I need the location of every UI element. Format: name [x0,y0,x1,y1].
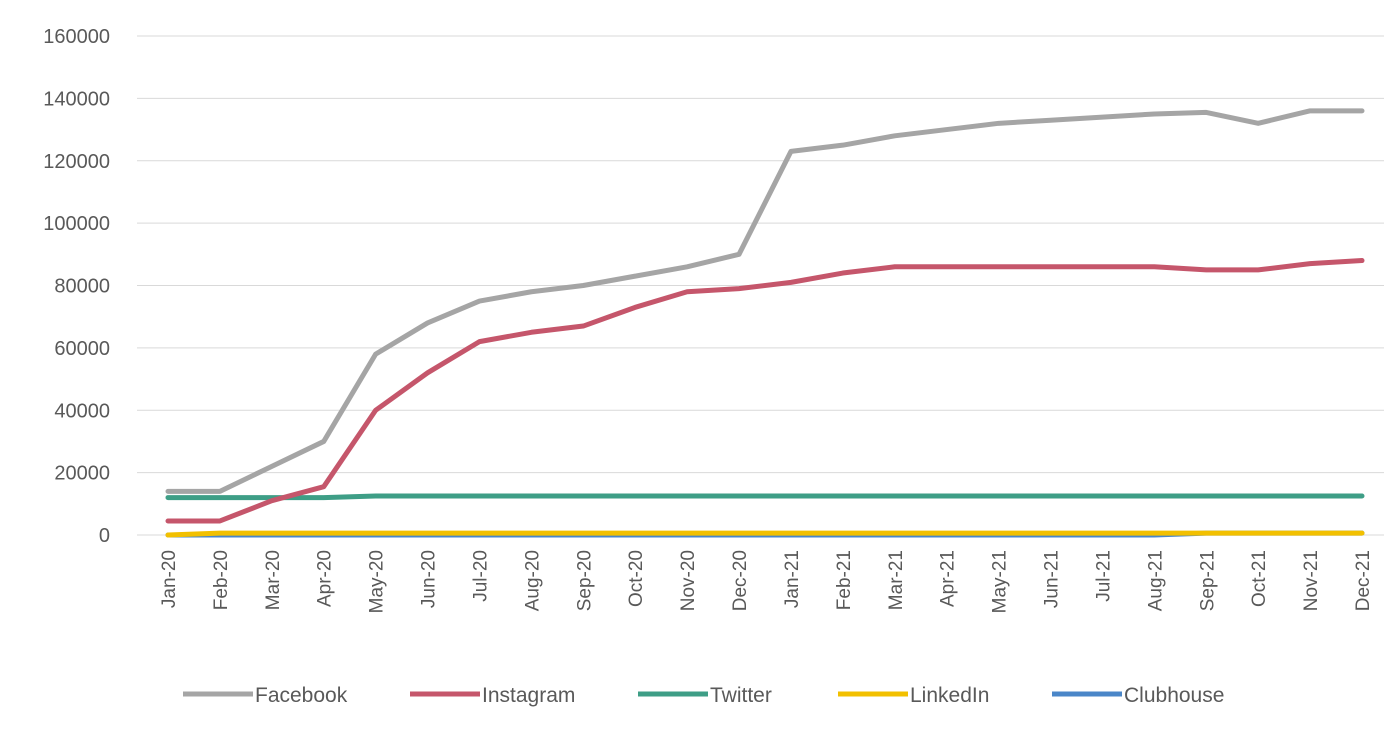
legend-label: Twitter [710,684,772,707]
x-tick-label: May-20 [367,550,388,613]
x-tick-label: Jul-20 [470,550,491,602]
legend-label: Facebook [255,684,348,707]
x-tick-label: Dec-21 [1353,550,1374,611]
legend-item-twitter: Twitter [638,684,772,707]
x-tick-label: Nov-21 [1301,550,1322,611]
x-tick-label: Nov-20 [678,550,699,611]
x-tick-label: Oct-21 [1249,550,1270,607]
legend-label: Instagram [482,684,575,707]
x-tick-label: Jun-20 [419,550,440,608]
legend-item-clubhouse: Clubhouse [1052,684,1224,707]
x-tick-label: Oct-20 [626,550,647,607]
series-line-instagram [165,258,1365,524]
x-tick-label: Jan-20 [159,550,180,608]
x-tick-label: Jan-21 [782,550,803,608]
y-tick-label: 120000 [43,151,110,173]
x-tick-label: Feb-21 [834,550,855,610]
x-tick-label: Aug-20 [522,550,543,611]
gridlines [137,35,1384,474]
x-tick-label: Dec-20 [730,550,751,611]
y-tick-label: 40000 [54,400,110,422]
y-tick-label: 20000 [54,463,110,485]
x-tick-label: Jul-21 [1093,550,1114,602]
legend-label: LinkedIn [910,684,989,707]
y-tick-label: 80000 [54,276,110,298]
y-tick-label: 140000 [43,88,110,110]
y-tick-label: 60000 [54,338,110,360]
x-axis-tick-labels: Jan-20 Feb-20 Mar-20 Apr-20 May-20 Jun-20 Jul-… [159,550,1374,613]
x-tick-label: Jun-21 [1042,550,1063,608]
x-tick-label: May-21 [990,550,1011,613]
legend-item-linkedin: LinkedIn [838,684,989,707]
x-tick-label: Mar-21 [886,550,907,610]
y-tick-label: 100000 [43,213,110,235]
x-tick-label: Feb-20 [211,550,232,610]
y-tick-label: 160000 [43,26,110,48]
x-tick-label: Aug-21 [1145,550,1166,611]
y-axis-tick-labels: 0 20000 40000 60000 80000 100000 120000 140000 1… [43,26,110,547]
x-tick-label: Mar-20 [263,550,284,610]
legend-label: Clubhouse [1124,684,1224,707]
legend-item-instagram: Instagram [410,684,575,707]
series-lines [165,108,1365,538]
x-tick-label: Sep-20 [574,550,595,611]
series-line-linkedin [165,530,1365,538]
y-tick-label: 0 [99,525,110,547]
legend-item-facebook: Facebook [183,684,348,707]
x-tick-label: Apr-21 [938,550,959,607]
x-tick-label: Apr-20 [315,550,336,607]
x-tick-label: Sep-21 [1197,550,1218,611]
series-line-facebook [165,108,1365,494]
series-line-twitter [165,493,1365,501]
legend: Facebook Instagram Twitter LinkedIn Clubhous… [183,684,1224,707]
